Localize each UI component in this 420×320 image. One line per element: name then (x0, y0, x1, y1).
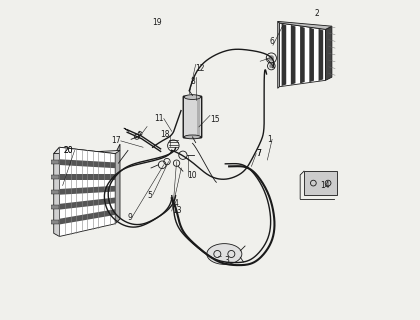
Text: 3: 3 (224, 256, 229, 265)
Ellipse shape (207, 244, 242, 264)
Text: 7: 7 (256, 149, 261, 158)
Polygon shape (300, 26, 304, 84)
Polygon shape (54, 147, 120, 154)
Circle shape (269, 64, 273, 68)
FancyBboxPatch shape (183, 96, 202, 138)
Text: 9: 9 (127, 213, 132, 222)
Ellipse shape (184, 95, 201, 100)
Polygon shape (326, 26, 332, 80)
Text: 7: 7 (256, 149, 261, 158)
Polygon shape (278, 21, 332, 29)
Circle shape (269, 55, 274, 60)
Bar (52, 175, 60, 179)
Text: 2: 2 (314, 9, 319, 18)
Text: 17: 17 (111, 136, 121, 145)
Text: 18: 18 (161, 130, 170, 139)
Text: 20: 20 (63, 146, 73, 155)
Ellipse shape (184, 135, 201, 139)
Text: 12: 12 (196, 64, 205, 73)
Bar (52, 220, 60, 223)
Text: 15: 15 (210, 116, 220, 124)
Text: 6: 6 (270, 37, 275, 46)
Polygon shape (115, 144, 120, 224)
Text: 1: 1 (268, 135, 272, 144)
Polygon shape (291, 25, 295, 85)
Polygon shape (279, 23, 326, 87)
Polygon shape (281, 24, 286, 86)
Bar (52, 205, 60, 209)
Polygon shape (309, 28, 314, 82)
Polygon shape (318, 29, 323, 81)
Polygon shape (60, 174, 115, 180)
Text: 8: 8 (191, 77, 196, 86)
Polygon shape (60, 209, 115, 224)
Text: 10: 10 (188, 172, 197, 180)
Text: 20: 20 (63, 146, 73, 155)
Bar (52, 190, 60, 194)
Polygon shape (60, 197, 115, 210)
Text: 4: 4 (173, 198, 178, 207)
Polygon shape (60, 186, 115, 195)
Polygon shape (60, 147, 115, 236)
Text: 13: 13 (172, 206, 181, 215)
Bar (52, 160, 60, 164)
Polygon shape (278, 21, 279, 88)
Polygon shape (60, 159, 115, 168)
Polygon shape (54, 147, 60, 236)
Text: 19: 19 (152, 18, 162, 27)
Text: 5: 5 (148, 190, 152, 200)
Text: 11: 11 (154, 114, 164, 123)
Text: 14: 14 (320, 181, 330, 190)
Bar (197, 99, 200, 135)
Bar (304, 171, 337, 195)
